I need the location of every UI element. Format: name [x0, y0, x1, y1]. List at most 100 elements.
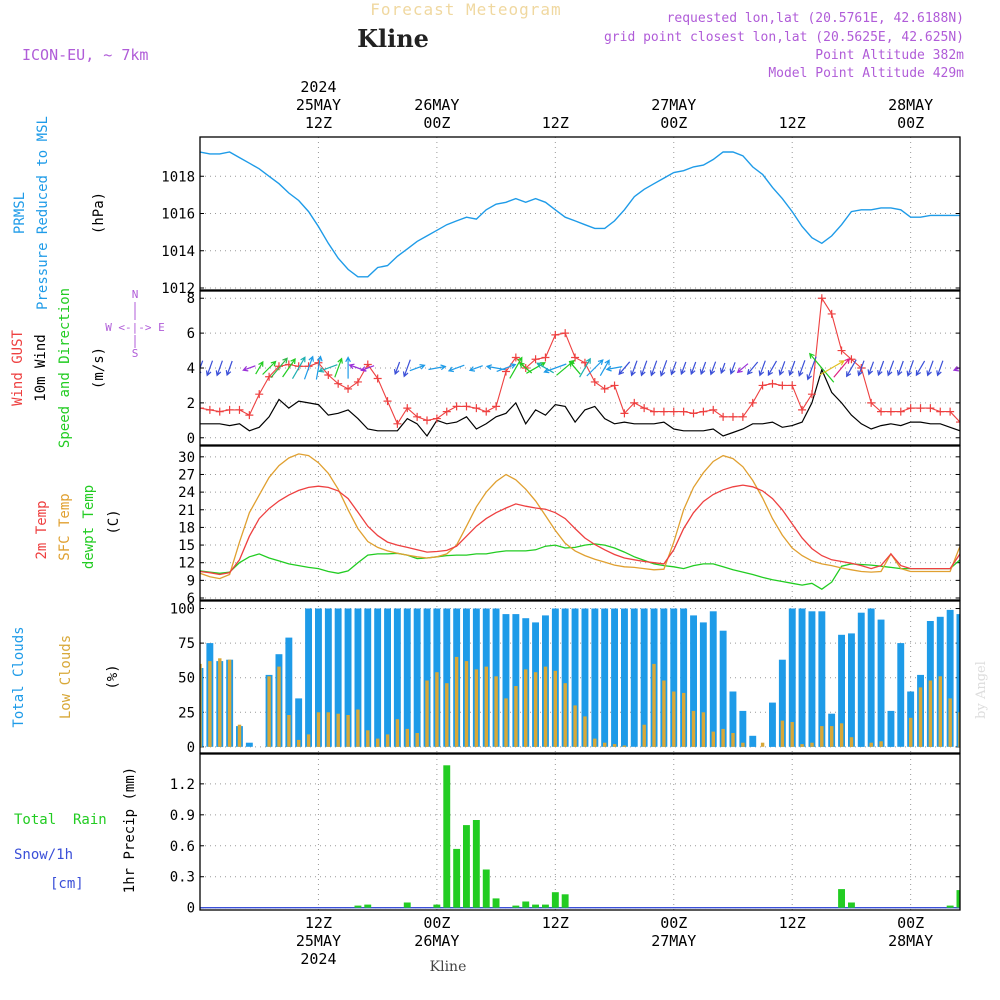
dewpoint-line: [200, 543, 960, 590]
gust-marker: [324, 370, 333, 379]
low-cloud-bar: [780, 720, 785, 747]
temperature-ytick-label: 21: [178, 503, 195, 519]
rain-bar: [364, 904, 372, 908]
wind-arrow: [906, 360, 914, 377]
temperature-ytick-label: 27: [178, 467, 195, 483]
low-cloud-bar: [200, 663, 202, 747]
gust-marker: [768, 379, 777, 388]
time-tick-label: 12Z: [305, 914, 332, 932]
gust-marker: [738, 412, 747, 421]
pressure-panel: 1012 1014 1016 1018: [161, 136, 961, 297]
gust-marker: [393, 419, 402, 428]
wind-arrow: [699, 361, 707, 376]
low-cloud-bar: [830, 726, 834, 747]
wind-panel: 0 2 4 6 8: [187, 290, 961, 447]
time-tick-label: 12Z: [779, 114, 806, 132]
total-cloud-bar: [315, 608, 322, 747]
rain-bar: [848, 902, 855, 908]
low-cloud-bar: [356, 709, 360, 747]
total-cloud-bar: [848, 633, 855, 747]
gust-marker: [492, 402, 501, 411]
total-cloud-bar: [956, 614, 960, 747]
wind-arrow: [605, 365, 623, 372]
rain-bar: [561, 894, 569, 908]
wind-arrow: [225, 360, 233, 377]
rain-bar: [403, 902, 411, 908]
wind-arrow: [334, 357, 343, 378]
precip-labels: Total Rain Snow/1h [cm] 1hr Precip (mm): [14, 767, 138, 893]
rain-bar: [551, 892, 559, 908]
wind-arrow: [886, 360, 895, 377]
low-cloud-bar: [533, 672, 538, 747]
low-cloud-bar: [494, 676, 498, 747]
rain-bar: [838, 889, 845, 908]
gust-marker: [837, 346, 846, 355]
pressure-ytick-label: 1018: [161, 169, 195, 185]
low-cloud-bar: [612, 744, 617, 747]
gust-marker: [413, 412, 422, 421]
pressure-frame: [199, 136, 961, 291]
pressure-ytick-label: 1016: [161, 207, 195, 223]
wind-arrow: [242, 365, 256, 372]
precipitation-frame: [199, 753, 961, 911]
total-cloud-bar: [709, 611, 717, 747]
temperature-ytick-label: 9: [187, 573, 195, 589]
pressure-ytick-label: 1012: [161, 281, 195, 297]
gust-marker: [353, 377, 362, 386]
wind-arrow: [360, 365, 375, 372]
low-cloud-bar: [760, 742, 765, 747]
total-cloud-bar: [798, 608, 806, 747]
wind-arrow: [270, 357, 288, 379]
gust-marker: [590, 377, 599, 386]
gust-marker: [452, 402, 461, 411]
gust-marker: [867, 398, 876, 407]
wind-arrow: [568, 360, 581, 375]
gust-marker: [200, 404, 204, 413]
gust-marker: [709, 405, 718, 414]
wind-unit: (m/s): [91, 347, 107, 389]
wind-arrow: [670, 361, 677, 376]
wind-arrow: [536, 362, 555, 374]
gust-marker: [442, 407, 451, 416]
wind-arrow: [952, 366, 960, 372]
grid-point-coords: grid point closest lon,lat (20.5625E, 42…: [604, 30, 964, 45]
low-cloud-bar: [326, 712, 330, 747]
low-cloud-bar: [524, 669, 528, 747]
low-cloud-bar: [543, 666, 548, 747]
low-cloud-bar: [731, 733, 735, 747]
gust-marker: [719, 412, 728, 421]
gust-marker: [462, 402, 471, 411]
gust-marker: [956, 418, 960, 427]
wind-arrow: [729, 362, 736, 375]
total-cloud-bar: [877, 619, 885, 747]
total-cloud-bar: [324, 608, 332, 747]
total-cloud-bar: [897, 643, 905, 747]
cloud-labels: Total Clouds Low Clouds (%): [11, 626, 121, 727]
low-cloud-bar: [415, 733, 419, 747]
snow-unit-label: [cm]: [50, 876, 84, 892]
rain-bar: [354, 905, 362, 908]
wind-arrow: [758, 360, 766, 377]
total-cloud-bar: [887, 710, 895, 747]
low-cloud-bar: [603, 742, 607, 747]
compass-n: N: [132, 288, 139, 301]
total-cloud-bar: [611, 608, 618, 747]
wind-arrow: [255, 360, 264, 375]
wind-arrow: [586, 359, 604, 377]
low-cloud-bar: [938, 676, 942, 747]
low-cloud-bar: [277, 666, 281, 747]
gust-marker: [896, 407, 905, 416]
low-cloud-bar: [227, 659, 232, 747]
low-cloud-bar: [869, 742, 873, 747]
low-cloud-bar: [879, 741, 883, 747]
gust-marker: [511, 353, 520, 362]
wind-arrow: [936, 360, 944, 377]
wind-arrow: [262, 360, 277, 375]
total-cloud-bar: [749, 735, 757, 747]
chart-title: Forecast Meteogram: [370, 0, 561, 19]
dew-label: dewpt Temp: [81, 485, 97, 569]
rain-bar: [472, 820, 480, 908]
rain-label: Total Rain: [14, 812, 107, 828]
